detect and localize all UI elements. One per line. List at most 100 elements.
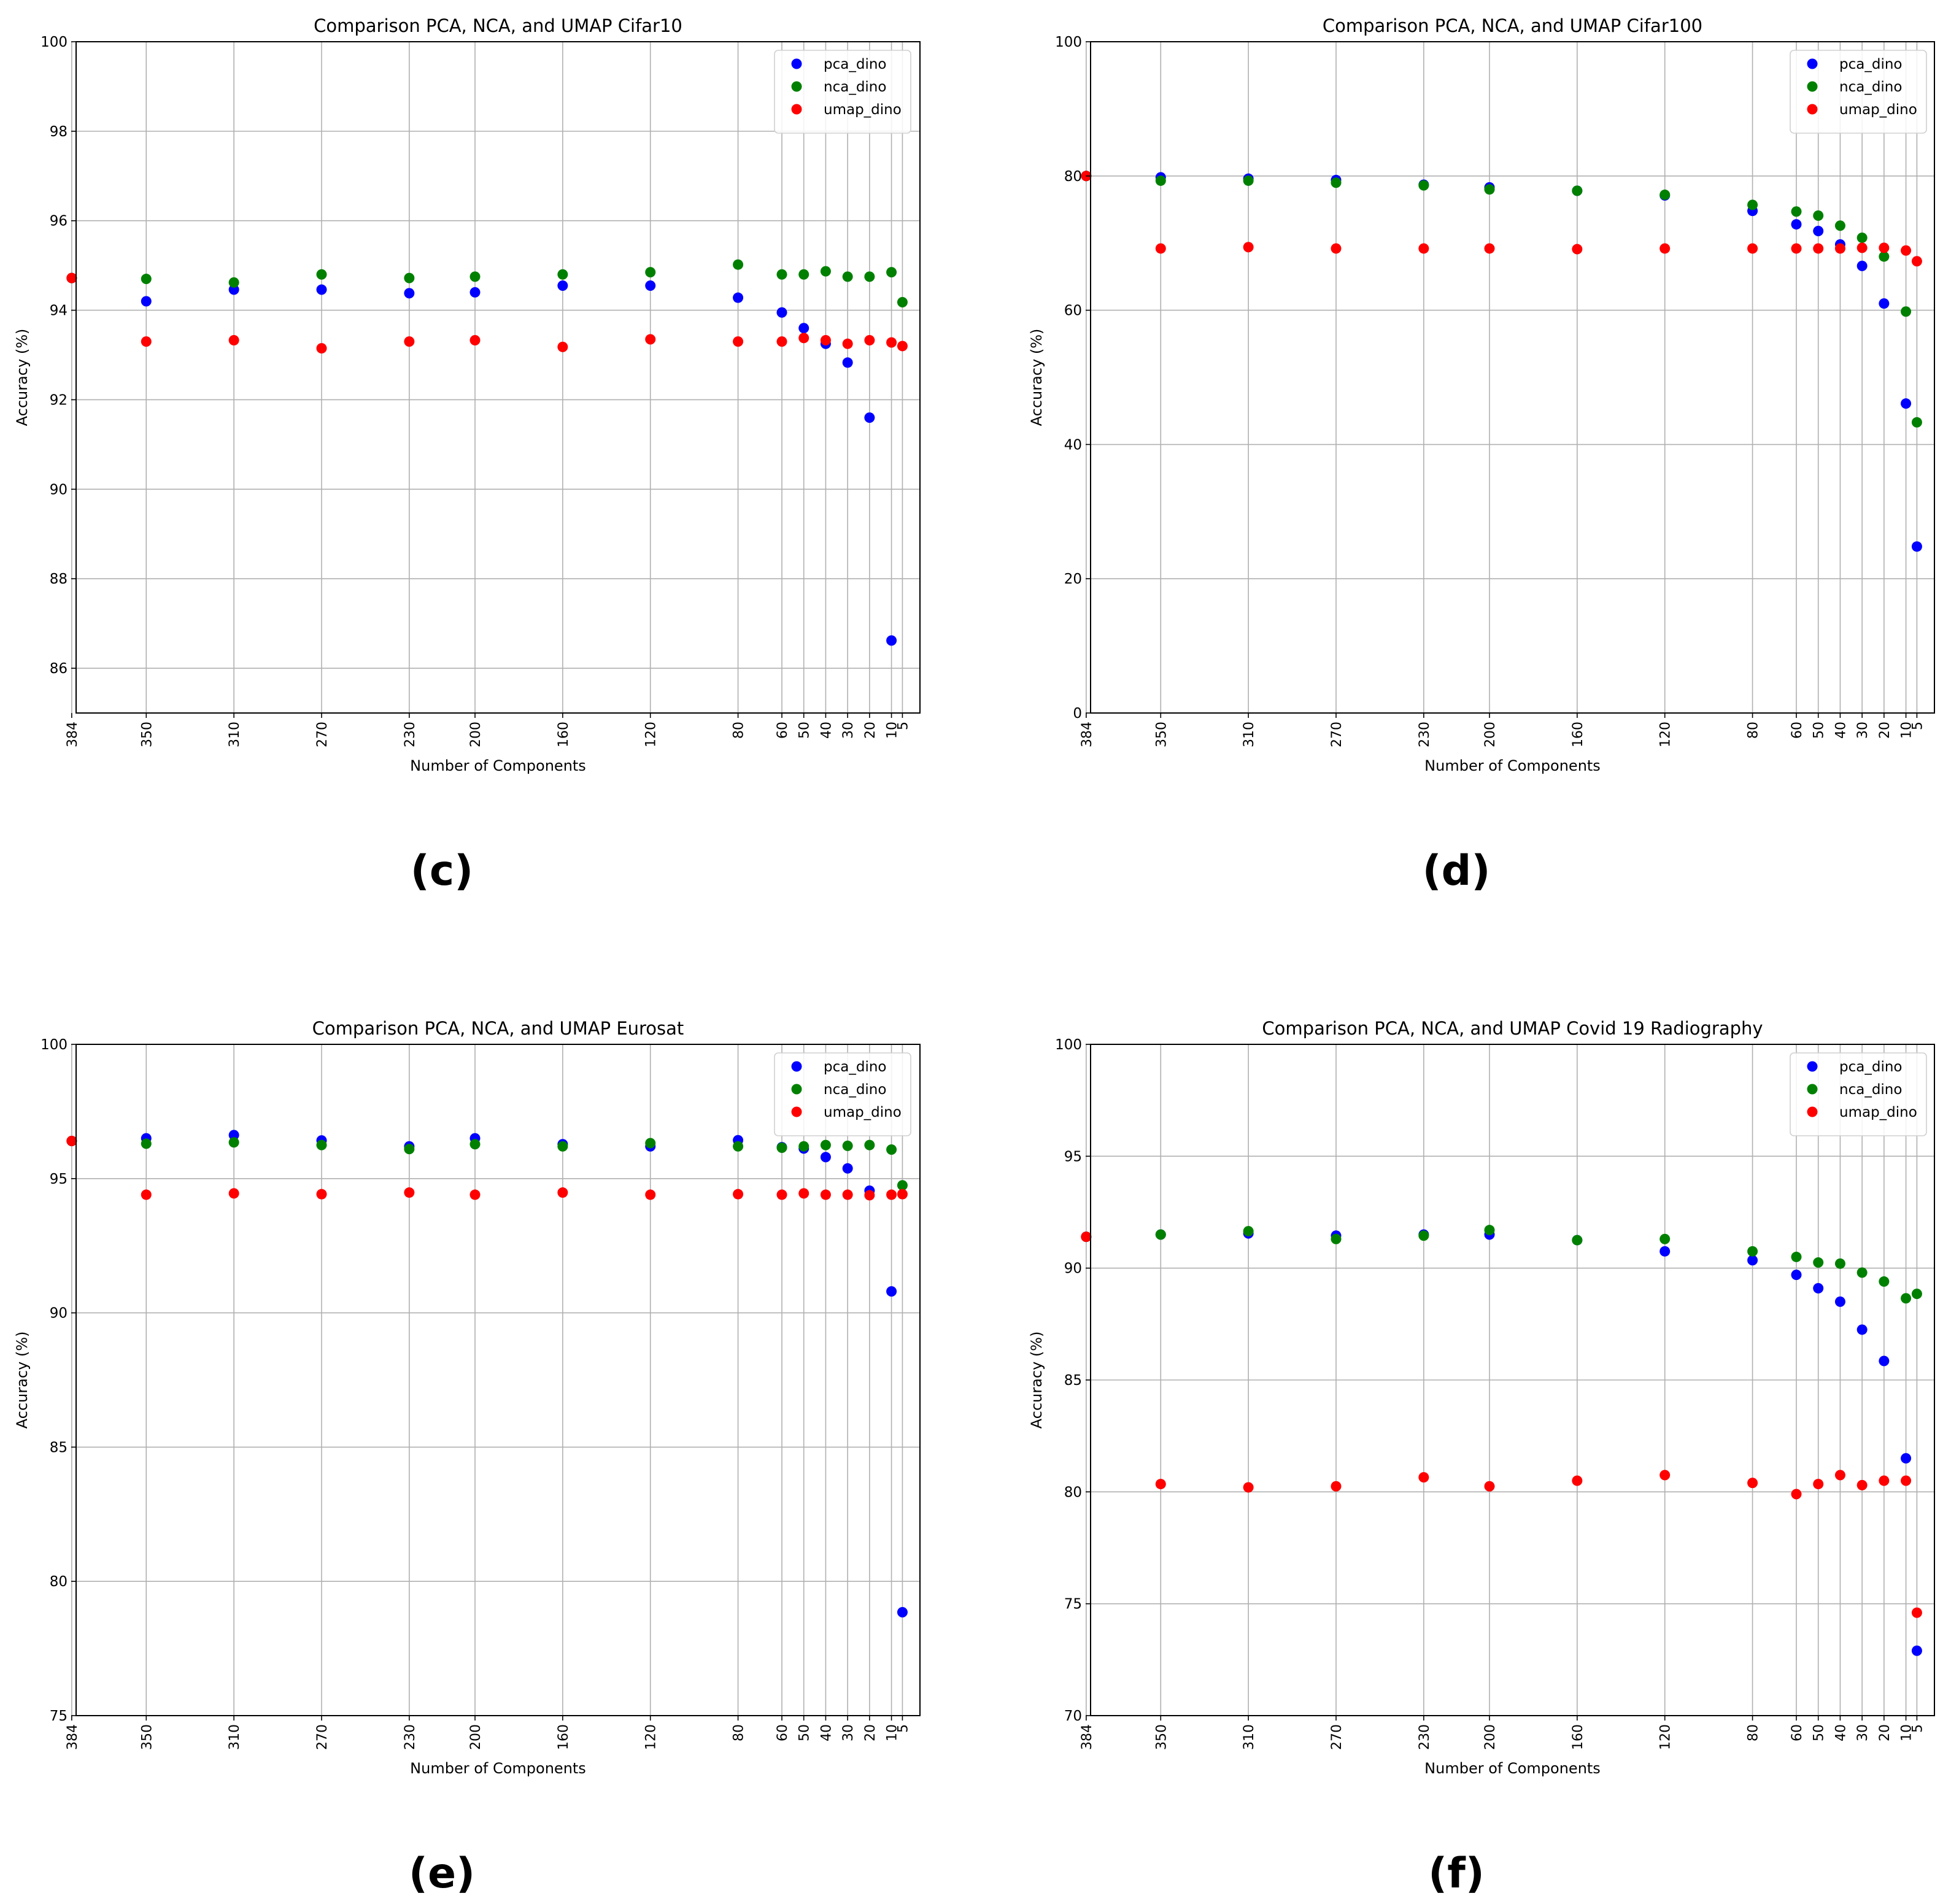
pca_dino-point: [1901, 398, 1912, 409]
x-tick-label: 80: [1746, 1724, 1761, 1741]
legend-label: pca_dino: [1839, 1059, 1902, 1075]
nca_dino-point: [1834, 220, 1845, 231]
umap_dino-point: [776, 1189, 787, 1200]
nca_dino-point: [316, 269, 327, 280]
pca_dino-point: [1747, 1255, 1758, 1266]
x-tick-label: 200: [468, 722, 484, 747]
umap_dino-point: [1813, 1479, 1824, 1490]
nca_dino-point: [1659, 1233, 1671, 1244]
nca_dino-point: [1747, 199, 1758, 210]
umap_dino-point: [1331, 243, 1342, 254]
x-tick-label: 5: [895, 1724, 911, 1733]
umap_dino-point: [228, 1188, 239, 1199]
legend-label: umap_dino: [824, 1104, 902, 1120]
umap_dino-point: [886, 337, 897, 348]
x-tick-label: 200: [468, 1724, 484, 1750]
y-tick-label: 96: [50, 214, 68, 229]
pca_dino-point: [1911, 1645, 1922, 1656]
umap_dino-point: [66, 1136, 77, 1147]
axis-ticks: 384 350 310 270 230 200 160 120 80 60 50 40 30 20 105 7…: [41, 1037, 911, 1750]
umap_dino-point: [1879, 242, 1890, 253]
umap_dino-point: [1911, 256, 1922, 267]
x-tick-label: 30: [841, 722, 856, 739]
pca_dino-point: [1659, 1246, 1671, 1257]
nca_dino-point: [1418, 180, 1429, 191]
nca_dino-point: [557, 1141, 568, 1152]
legend-marker: [791, 1061, 802, 1072]
nca_dino-point: [733, 259, 744, 270]
x-tick-label: 350: [1154, 1724, 1169, 1750]
nca_dino-point: [645, 1138, 656, 1149]
x-tick-label: 10: [885, 1724, 900, 1741]
x-tick-label: 80: [732, 722, 747, 739]
umap_dino-point: [1791, 1489, 1802, 1500]
nca_dino-point: [1813, 1257, 1824, 1268]
data-points: [1081, 1225, 1922, 1656]
x-tick-label: 10: [1899, 722, 1915, 739]
nca_dino-point: [228, 1137, 239, 1148]
nca_dino-point: [886, 267, 897, 278]
x-tick-label: 10: [1899, 1724, 1915, 1741]
y-tick-label: 100: [41, 1037, 68, 1053]
umap_dino-point: [228, 334, 239, 345]
x-tick-label: 270: [1329, 722, 1345, 747]
umap_dino-point: [1856, 242, 1868, 253]
umap_dino-point: [316, 343, 327, 354]
x-tick-label: 384: [1080, 1724, 1095, 1750]
x-tick-label: 200: [1483, 1724, 1498, 1750]
umap_dino-point: [1791, 243, 1802, 254]
nca_dino-point: [1418, 1230, 1429, 1241]
nca_dino-point: [1813, 210, 1824, 221]
nca_dino-point: [820, 266, 831, 277]
umap_dino-point: [1901, 245, 1912, 256]
y-tick-label: 85: [50, 1440, 68, 1455]
umap_dino-point: [316, 1189, 327, 1200]
legend-marker: [791, 104, 802, 115]
x-tick-label: 270: [315, 722, 330, 747]
umap_dino-point: [404, 1187, 415, 1198]
pca_dino-point: [228, 284, 239, 295]
x-tick-label: 60: [1790, 722, 1805, 739]
umap_dino-point: [645, 334, 656, 345]
x-tick-label: 230: [1417, 722, 1432, 747]
y-tick-label: 75: [50, 1708, 68, 1724]
x-tick-label: 60: [775, 722, 790, 739]
legend-box: [1790, 1052, 1927, 1136]
pca_dino-point: [1813, 226, 1824, 237]
y-tick-label: 90: [1064, 1261, 1082, 1277]
nca_dino-point: [864, 271, 875, 282]
nca_dino-point: [798, 269, 809, 280]
x-tick-label: 80: [1746, 722, 1761, 739]
umap_dino-point: [1879, 1475, 1890, 1486]
y-tick-label: 94: [50, 303, 68, 319]
x-tick-label: 120: [644, 722, 659, 747]
umap_dino-point: [1418, 1472, 1429, 1483]
legend-marker: [1807, 104, 1818, 115]
umap_dino-point: [66, 272, 77, 283]
x-tick-label: 20: [1877, 1724, 1893, 1741]
umap_dino-point: [1331, 1481, 1342, 1492]
x-tick-label: 120: [1658, 722, 1674, 747]
y-tick-label: 60: [1064, 303, 1082, 319]
y-tick-label: 98: [50, 124, 68, 140]
pca_dino-point: [798, 323, 809, 334]
axis-ticks: 384 350 310 270 230 200 160 120 80 60 50 40 30 20 105 7…: [1055, 1037, 1925, 1750]
y-tick-label: 90: [50, 1306, 68, 1322]
panel-caption: (e): [409, 1849, 475, 1898]
umap_dino-point: [842, 338, 853, 349]
nca_dino-point: [1791, 206, 1802, 217]
pca_dino-point: [141, 296, 152, 307]
chart-panel-e: 384 350 310 270 230 200 160 120 80 60 50 40 30 20 105 7…: [14, 1018, 921, 1898]
chart-title: Comparison PCA, NCA, and UMAP Cifar10: [314, 15, 682, 36]
nca_dino-point: [1791, 1251, 1802, 1262]
y-tick-label: 75: [1064, 1597, 1082, 1613]
legend-label: nca_dino: [824, 79, 886, 95]
pca_dino-point: [557, 280, 568, 291]
nca_dino-point: [141, 1138, 152, 1149]
legend-marker: [791, 1084, 802, 1095]
y-axis-label: Accuracy (%): [1028, 1332, 1045, 1429]
pca_dino-point: [733, 292, 744, 303]
nca_dino-point: [1856, 232, 1868, 243]
chart-panel-d: 384 350 310 270 230 200 160 120 80 60 50 40 30 20 1050…: [1028, 15, 1935, 895]
